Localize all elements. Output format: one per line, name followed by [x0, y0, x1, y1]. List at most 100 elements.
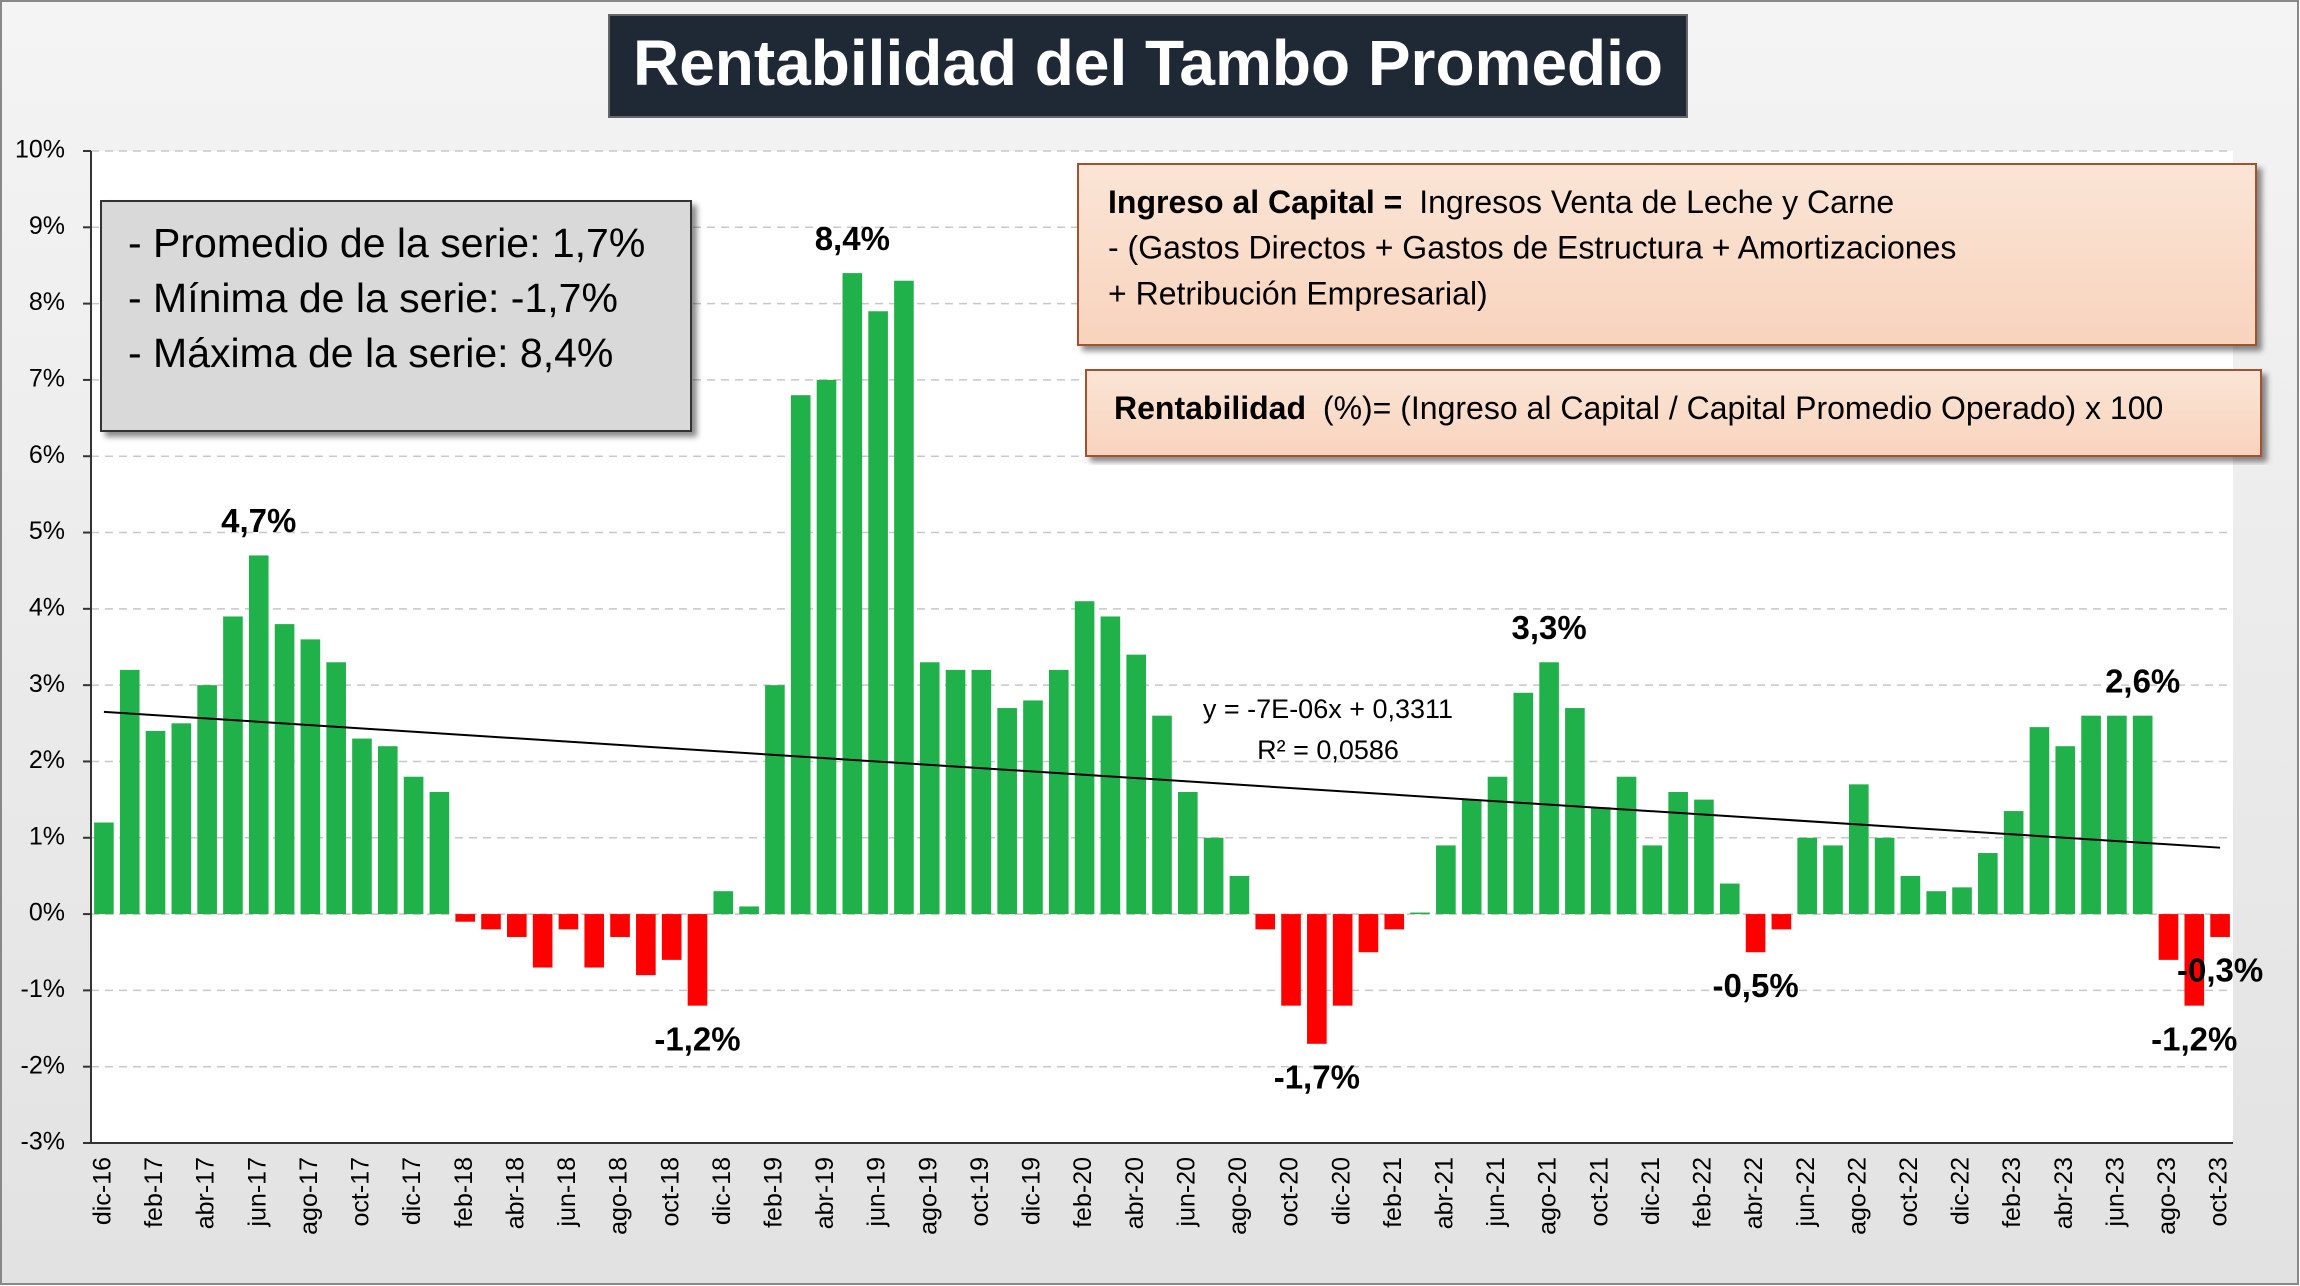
bar: [687, 914, 708, 1006]
bar: [558, 914, 579, 930]
bar: [610, 914, 630, 937]
x-tick-label: oct-21: [1585, 1157, 1613, 1226]
bar: [532, 914, 553, 968]
bar: [403, 776, 424, 915]
x-tick-label: abr-22: [1740, 1157, 1768, 1229]
x-tick-label: dic-16: [89, 1157, 117, 1225]
bar: [274, 624, 295, 915]
bar: [429, 791, 450, 915]
bar: [352, 738, 372, 915]
x-tick-label: jun-21: [1482, 1157, 1510, 1228]
x-tick-label: jun-22: [1792, 1157, 1820, 1228]
bar: [2210, 914, 2230, 937]
rentabilidad-text: (%)= (Ingreso al Capital / Capital Prome…: [1323, 390, 2163, 426]
data-label: -0,5%: [1712, 967, 1798, 1004]
stats-box: [100, 200, 692, 432]
bar: [997, 708, 1017, 915]
y-tick-label: 0%: [29, 899, 65, 927]
bar: [919, 662, 940, 915]
x-tick-label: ago-20: [1224, 1157, 1252, 1235]
bar: [1152, 715, 1172, 915]
x-tick-label: abr-23: [2050, 1157, 2078, 1229]
bar: [1487, 776, 1508, 915]
bar: [765, 685, 785, 915]
bar: [1461, 799, 1482, 915]
data-label: 4,7%: [221, 502, 296, 539]
bar: [1642, 845, 1663, 915]
x-tick-label: feb-18: [450, 1157, 478, 1228]
bar: [248, 555, 269, 915]
bar: [2107, 715, 2127, 915]
data-label: 3,3%: [1511, 609, 1586, 646]
x-tick-label: oct-18: [656, 1157, 684, 1226]
x-tick-label: dic-20: [1327, 1157, 1355, 1225]
bar: [1616, 776, 1637, 915]
y-tick-label: 2%: [29, 746, 65, 774]
bar: [2158, 914, 2179, 960]
x-tick-label: dic-19: [1018, 1157, 1046, 1225]
bar: [584, 914, 605, 968]
x-tick-label: feb-19: [760, 1157, 788, 1228]
y-tick-label: -2%: [21, 1051, 65, 1079]
data-label: 2,6%: [2105, 662, 2180, 699]
y-tick-label: -3%: [21, 1128, 65, 1156]
bar: [739, 906, 759, 915]
x-tick-label: abr-20: [1121, 1157, 1149, 1229]
trend-equation: y = -7E-06x + 0,3311: [1203, 694, 1453, 724]
bar: [1229, 875, 1250, 915]
rentabilidad-line: Rentabilidad (%)= (Ingreso al Capital / …: [1114, 390, 2163, 426]
bar: [197, 685, 217, 915]
bar: [1848, 784, 1869, 915]
bar: [1668, 791, 1688, 915]
bar: [868, 311, 888, 915]
bar: [816, 379, 837, 915]
x-tick-label: abr-21: [1430, 1157, 1458, 1229]
x-tick-label: feb-17: [140, 1157, 168, 1228]
bar: [223, 616, 243, 915]
stats-line: - Promedio de la serie: 1,7%: [128, 220, 645, 266]
bar: [1694, 799, 1714, 915]
formula-line: + Retribución Empresarial): [1108, 275, 1488, 311]
y-tick-label: -1%: [21, 975, 65, 1003]
y-tick-label: 10%: [15, 136, 65, 164]
x-tick-label: ago-22: [1843, 1157, 1871, 1235]
bar: [2081, 715, 2101, 915]
x-tick-label: feb-22: [1689, 1157, 1717, 1228]
rentabilidad-bold: Rentabilidad: [1114, 390, 1306, 426]
bar: [1874, 837, 1895, 915]
bar: [1926, 891, 1947, 915]
bar: [1255, 914, 1276, 930]
formula-text: Ingresos Venta de Leche y Carne: [1419, 184, 1894, 220]
bar: [636, 914, 656, 976]
bar: [2055, 746, 2076, 915]
x-tick-label: ago-19: [914, 1157, 942, 1235]
stats-line: - Mínima de la serie: -1,7%: [128, 275, 618, 321]
bar: [1797, 837, 1817, 915]
x-tick-label: feb-23: [1998, 1157, 2026, 1228]
y-tick-label: 7%: [29, 365, 65, 393]
bar: [894, 280, 914, 915]
y-tick-label: 4%: [29, 593, 65, 621]
bar: [300, 639, 321, 915]
bar: [790, 395, 811, 915]
formula-box: [1077, 163, 2257, 346]
data-label: -0,3%: [2177, 952, 2263, 989]
bar: [94, 822, 114, 915]
bar: [145, 730, 166, 915]
x-tick-label: jun-23: [2101, 1157, 2129, 1228]
x-tick-label: dic-21: [1637, 1157, 1665, 1225]
data-label: -1,2%: [2151, 1020, 2237, 1057]
bar: [1358, 914, 1379, 953]
bar: [1307, 914, 1327, 1044]
bar: [1074, 601, 1095, 915]
x-tick-label: ago-23: [2153, 1157, 2181, 1235]
y-tick-label: 8%: [29, 288, 65, 316]
x-tick-label: oct-22: [1895, 1157, 1923, 1226]
x-tick-label: abr-18: [501, 1157, 529, 1229]
bar: [481, 914, 501, 930]
bar: [971, 669, 992, 915]
x-tick-label: ago-21: [1534, 1157, 1562, 1235]
trend-r2: R² = 0,0586: [1257, 735, 1399, 765]
bar: [1590, 807, 1611, 915]
bar: [2003, 811, 2024, 915]
